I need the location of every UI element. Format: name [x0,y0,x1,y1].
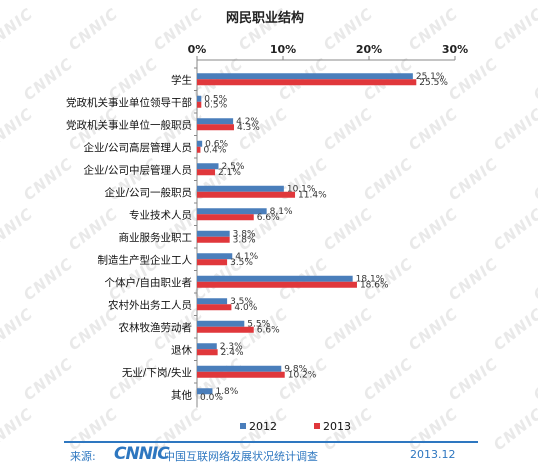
data-label: 10.1% [287,184,316,194]
data-label: 8.1% [270,207,293,217]
data-label: 4.3% [237,123,260,133]
bar-2012 [197,343,217,350]
category-label: 农村外出务工人员 [108,298,192,311]
bar-2013 [197,101,202,108]
cnnic-logo: CNNIC [114,444,170,464]
bar-2013 [197,146,201,153]
data-label: 11.4% [298,190,327,200]
bar-2013 [197,191,296,198]
data-label: 4.1% [235,252,258,262]
bar-2012 [197,253,233,260]
data-label: 2.3% [220,342,243,352]
data-label: 5.5% [247,319,270,329]
footer-source-label: 来源: [70,450,96,463]
bar-2013 [197,304,232,311]
bar-2012 [197,73,413,80]
bar-2012 [197,365,282,372]
data-label: 0.4% [203,145,226,155]
category-label: 无业/下岗/失业 [122,366,192,379]
category-labels: 学生党政机关事业单位领导干部党政机关事业单位一般职员企业/公司高层管理人员企业/… [66,73,192,401]
bar-2013 [197,124,234,131]
category-label: 专业技术人员 [129,208,192,221]
data-label: 18.6% [360,280,389,290]
bar-2013 [197,236,230,243]
bar-2013 [197,259,228,266]
bar-2013 [197,281,357,288]
bar-2013 [197,349,218,356]
bar-2012 [197,208,267,215]
category-label: 个体户/自由职业者 [104,276,192,289]
x-tick-label: 30% [442,43,468,56]
category-label: 企业/公司中层管理人员 [83,163,192,176]
data-label: 0.6% [205,139,228,149]
data-label: 9.8% [284,364,307,374]
data-label: 10.2% [288,370,317,380]
bar-2012 [197,95,202,102]
bar-2012 [197,163,219,170]
data-label: 6.6% [257,213,280,223]
category-label: 其他 [171,388,192,401]
data-label: 25.5% [419,78,448,88]
data-label: 0.5% [204,94,227,104]
category-label: 商业服务业职工 [119,231,193,244]
bar-2013 [197,214,254,221]
category-label: 党政机关事业单位领导干部 [66,96,192,109]
category-label: 学生 [171,73,192,86]
data-label: 1.8% [215,387,238,397]
bar-2012 [197,388,213,395]
data-label: 6.6% [257,325,280,335]
legend-swatch [314,423,320,429]
footer-divider [64,441,478,443]
data-label: 2.1% [218,168,241,178]
category-label: 党政机关事业单位一般职员 [66,118,192,131]
chart-title: 网民职业结构 [226,10,304,26]
category-label: 退休 [171,344,192,356]
category-label: 企业/公司高层管理人员 [83,141,192,154]
data-label: 25.1% [416,72,445,82]
x-axis: 0% 10% 20% 30% [188,43,468,408]
data-label: 3.5% [230,258,253,268]
data-label: 18.1% [356,274,385,284]
bar-2013 [197,371,285,378]
bar-2012 [197,230,230,237]
legend-label: 2012 [249,420,277,433]
category-label: 农林牧渔劳动者 [119,321,193,334]
bar-2013 [197,169,216,176]
data-labels: 25.1%25.5%0.5%0.5%4.2%4.3%0.6%0.4%2.5%2.… [200,72,448,403]
footer-org-text: 中国互联网络发展状况统计调查 [164,450,318,463]
x-tick-label: 0% [188,43,207,56]
legend-label: 2013 [323,420,351,433]
legend: 2012 2013 [240,420,351,433]
bar-2012 [197,185,284,192]
data-label: 4.0% [234,303,257,313]
footer-date: 2013.12 [410,448,456,461]
data-label: 3.5% [230,297,253,307]
bar-2012 [197,298,228,305]
data-label: 3.8% [233,229,256,239]
data-label: 2.5% [222,162,245,172]
bar-2013 [197,326,254,333]
bar-2012 [197,275,353,282]
bar-2013 [197,79,417,86]
bar-2012 [197,140,203,147]
category-label: 企业/公司一般职员 [104,186,192,199]
data-label: 0.0% [200,393,223,403]
x-tick-label: 10% [270,43,296,56]
bar-2012 [197,118,234,125]
data-label: 0.5% [204,100,227,110]
bar-2012 [197,320,245,327]
data-label: 3.8% [233,235,256,245]
legend-swatch [240,423,246,429]
bars [197,73,417,395]
data-label: 2.4% [221,348,244,358]
data-label: 4.2% [236,117,259,127]
category-label: 制造生产型企业工人 [98,253,193,266]
x-tick-label: 20% [356,43,382,56]
